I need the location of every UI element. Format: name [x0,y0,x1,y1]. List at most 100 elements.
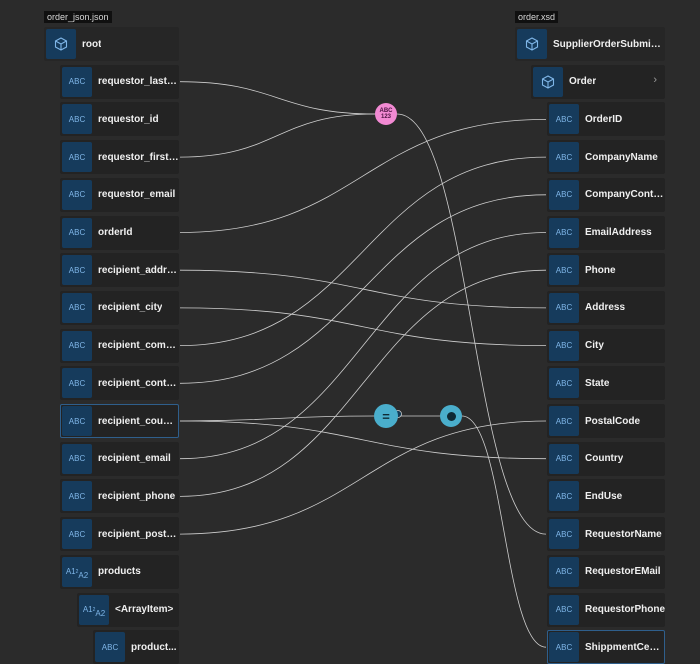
target-field-node-label: PostalCode [585,415,641,427]
mapping-wire [179,113,376,158]
mapping-wire [179,307,547,346]
source-field-node[interactable]: ABC recipient_post_c... [60,517,179,552]
source-root-node-label: root [82,38,102,50]
source-array-child-node-label: product... [131,641,177,653]
target-field-node[interactable]: ABC Address [547,290,665,325]
target-field-node-label: EmailAddress [585,227,652,238]
string-type-icon: ABC [549,217,579,248]
string-type-icon: ABC [62,179,92,210]
string-type-icon: ABC [62,104,92,135]
string-type-icon: ABC [549,556,579,587]
target-field-node-label: CompanyName [585,151,658,163]
source-field-node-label: recipient_phone [98,490,176,502]
source-root-node[interactable]: root [44,27,179,61]
target-field-node-label: Phone [585,264,616,276]
target-schema-tag: order.xsd [515,11,559,23]
string-type-icon: ABC [62,519,92,550]
target-field-node[interactable]: ABC Country [547,441,665,476]
target-field-node[interactable]: ABC EmailAddress [547,215,665,250]
string-type-icon: ABC [62,443,92,474]
target-field-node-label: Country [585,453,624,465]
target-field-node-label: Address [585,302,626,314]
source-field-node-label: recipient_post_c... [98,528,179,540]
target-field-node[interactable]: ABC OrderID [547,102,665,137]
source-field-node[interactable]: ABC recipient_country [60,404,179,438]
string-type-icon: ABC [62,481,92,512]
string-type-icon: ABC [62,142,92,173]
target-field-node-label: City [585,340,604,352]
cube-icon [46,29,76,59]
cube-icon [517,29,547,59]
target-field-node[interactable]: ABC City [547,328,665,363]
source-field-node[interactable]: ABC requestor_firstN... [60,140,179,175]
target-group-node-label: Order [569,76,597,88]
target-field-node-label: CompanyConta... [585,189,665,201]
source-field-node[interactable]: ABC recipient_phone [60,479,179,514]
target-field-node[interactable]: ABC Phone [547,253,665,288]
target-field-node-label: RequestorEMail [585,566,661,578]
string-type-icon: ABC [62,217,92,248]
source-field-node[interactable]: ABC requestor_laste... [60,64,179,99]
string-type-icon: ABC [62,66,92,97]
mapping-wire [179,194,547,384]
target-field-node[interactable]: ABC RequestorName [547,517,665,552]
string-type-icon: ABC [549,406,579,436]
target-field-node[interactable]: ABC RequestorEMail [547,554,665,589]
source-field-node-label: requestor_firstN... [98,151,179,163]
source-field-node-label: recipient_city [98,302,163,314]
target-field-node-label: ShippmentCenter [585,641,665,653]
target-field-node[interactable]: ABC State [547,366,665,401]
source-schema-tag: order_json.json [44,11,112,23]
string-type-icon: ABC [549,330,579,361]
target-field-node-label: RequestorName [585,528,662,540]
concat-function-node[interactable]: ABC 123 [375,103,397,125]
source-field-node[interactable]: ABC recipient_address [60,253,179,288]
mapping-wire [179,81,376,115]
string-type-icon: ABC [62,255,92,286]
mapping-wire [396,113,547,535]
mapping-wire [179,156,547,346]
equals-function-node[interactable]: = [374,404,398,428]
array-type-icon: A1 2 A2 [79,594,109,625]
target-field-node-label: State [585,377,610,389]
string-type-icon: ABC [549,292,579,323]
source-field-node-label: recipient_conta... [98,377,179,389]
source-field-node[interactable]: ABC requestor_email [60,177,179,212]
source-field-node[interactable]: ABC recipient_city [60,290,179,325]
target-field-node[interactable]: ABC CompanyConta... [547,177,665,212]
string-type-icon: ABC [62,292,92,323]
target-field-node[interactable]: ABC ShippmentCenter [547,630,665,664]
target-field-node[interactable]: ABC PostalCode [547,404,665,438]
source-field-node-label: requestor_id [98,113,159,125]
target-field-node[interactable]: ABC CompanyName [547,140,665,175]
mapping-wire [461,415,547,648]
target-root-node[interactable]: SupplierOrderSubmission [515,27,665,61]
target-field-node[interactable]: ABC EndUse [547,479,665,514]
target-group-node[interactable]: Order › [531,64,665,99]
source-field-node[interactable]: ABC recipient_email [60,441,179,476]
source-field-node[interactable]: ABC orderId [60,215,179,250]
string-type-icon: ABC [549,481,579,512]
string-type-icon: ABC [549,594,579,625]
source-array-item-node[interactable]: A1 2 A2 <ArrayItem> [77,592,179,627]
string-type-icon: ABC [62,406,92,436]
source-field-node-label: recipient_email [98,453,171,465]
mapping-wire [179,420,547,535]
cube-icon [533,66,563,97]
string-type-icon: ABC [62,330,92,361]
source-field-node[interactable]: ABC recipient_conta... [60,366,179,401]
string-type-icon: ABC [549,142,579,173]
source-array-child-node[interactable]: ABC product... [93,630,179,664]
target-field-node[interactable]: ABC RequestorPhone [547,592,665,627]
source-array-node[interactable]: A1 2 A2 products [60,554,179,589]
target-field-node-label: OrderID [585,113,623,125]
chevron-right-icon[interactable]: › [653,73,657,86]
condition-function-node[interactable] [440,405,462,427]
mapping-wire [179,119,547,233]
string-type-icon: ABC [549,104,579,135]
mapping-wire [179,232,547,460]
source-field-node-label: recipient_address [98,264,179,276]
source-field-node[interactable]: ABC recipient_comp... [60,328,179,363]
source-field-node[interactable]: ABC requestor_id [60,102,179,137]
